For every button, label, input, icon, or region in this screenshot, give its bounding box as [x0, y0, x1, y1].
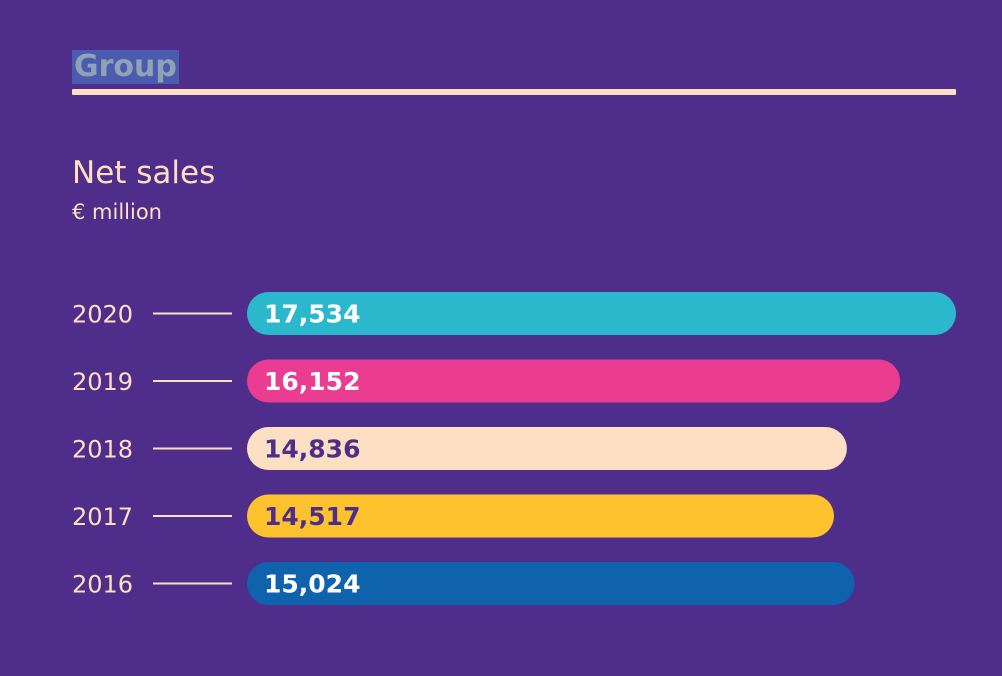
chart-unit: € million	[72, 200, 162, 224]
value-label-2017: 14,517	[264, 502, 360, 531]
chart-title: Net sales	[72, 155, 216, 191]
year-label-2018: 2018	[72, 436, 133, 464]
bar-2020	[247, 292, 956, 335]
section-heading: Group	[72, 49, 179, 84]
year-label-2019: 2019	[72, 368, 133, 396]
bar-2018	[247, 427, 847, 470]
header-divider	[72, 89, 956, 95]
value-label-2019: 16,152	[264, 367, 360, 396]
year-label-2020: 2020	[72, 301, 133, 329]
year-label-2016: 2016	[72, 571, 133, 599]
year-label-2017: 2017	[72, 503, 133, 531]
bar-2017	[247, 494, 835, 538]
bar-2016	[247, 562, 855, 605]
value-label-2016: 15,024	[264, 570, 360, 599]
value-label-2018: 14,836	[264, 435, 360, 464]
bar-2019	[247, 359, 901, 403]
value-label-2020: 17,534	[264, 300, 360, 329]
